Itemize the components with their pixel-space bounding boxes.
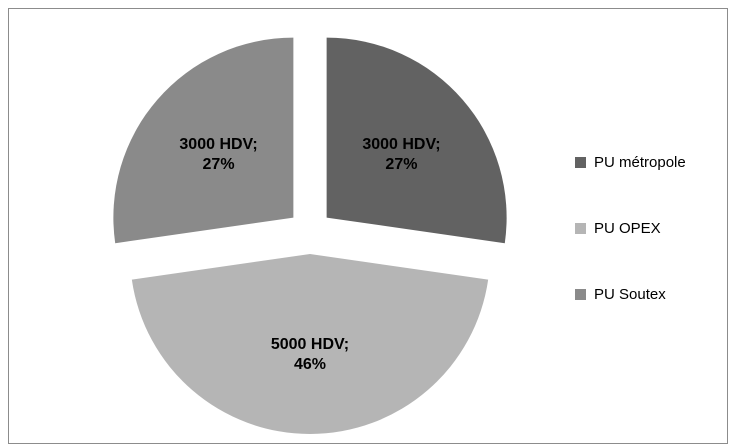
pie-slice-pu-soutex (113, 37, 294, 244)
data-label-value-pu-m-tropole: 3000 HDV; (362, 136, 440, 153)
data-label-pu-opex: 5000 HDV; 46% (271, 336, 349, 373)
legend-label-pu-soutex: PU Soutex (594, 285, 666, 303)
chart-legend: PU métropole PU OPEX PU Soutex (575, 152, 725, 304)
legend-swatch-pu-metropole (575, 156, 586, 168)
legend-swatch-pu-opex (575, 222, 586, 234)
legend-label-pu-opex: PU OPEX (594, 219, 661, 237)
legend-item-pu-opex: PU OPEX (575, 218, 725, 238)
data-label-pu-soutex: 3000 HDV; 27% (179, 136, 257, 173)
legend-swatch-pu-soutex (575, 288, 586, 300)
pie-slices (113, 37, 507, 435)
legend-label-pu-metropole: PU métropole (594, 153, 686, 171)
pie-slice-pu-opex (131, 254, 489, 435)
legend-item-pu-metropole: PU métropole (575, 152, 725, 172)
data-label-percent-pu-m-tropole: 27% (385, 156, 417, 173)
data-label-value-pu-opex: 5000 HDV; (271, 336, 349, 353)
data-label-percent-pu-soutex: 27% (203, 156, 235, 173)
data-label-percent-pu-opex: 46% (294, 356, 326, 373)
pie-slice-pu-m-tropole (326, 37, 507, 244)
pie-data-labels: 3000 HDV; 27% 5000 HDV; 46% 3000 HDV; 27% (179, 136, 440, 373)
data-label-pu-m-tropole: 3000 HDV; 27% (362, 136, 440, 173)
legend-item-pu-soutex: PU Soutex (575, 284, 725, 304)
data-label-value-pu-soutex: 3000 HDV; (179, 136, 257, 153)
